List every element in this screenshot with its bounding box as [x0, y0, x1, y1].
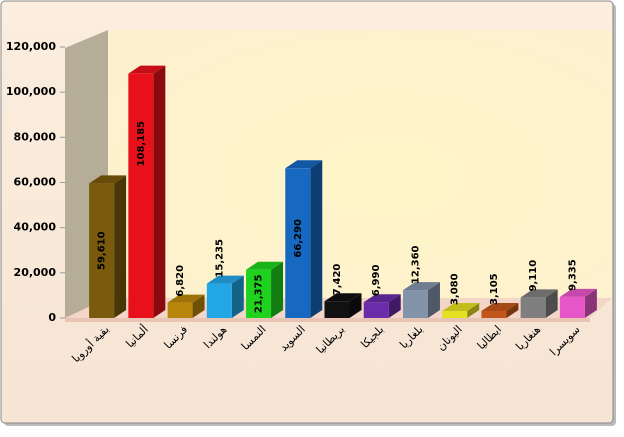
floor-edge — [65, 318, 590, 322]
bar-top — [285, 160, 323, 169]
bar — [285, 168, 311, 318]
bar — [246, 269, 272, 318]
bar-side — [349, 293, 362, 318]
y-tick-label: 20,000 — [14, 266, 57, 279]
bar-top — [520, 289, 558, 298]
back-wall — [108, 30, 612, 298]
bar-side — [271, 261, 284, 318]
bar-side — [114, 175, 127, 318]
bar-top — [559, 288, 597, 297]
bar-side — [153, 65, 166, 318]
bar-side — [545, 289, 558, 318]
bar — [167, 302, 193, 318]
value-label: 108,185 — [136, 121, 147, 167]
bar — [402, 290, 428, 318]
y-tick-label: 80,000 — [14, 130, 57, 143]
value-label: 9,335 — [567, 259, 578, 291]
y-tick-label: 60,000 — [14, 176, 57, 189]
bar-top — [442, 303, 480, 312]
bar — [481, 310, 507, 318]
bar-top — [89, 175, 127, 184]
value-label: 12,360 — [410, 245, 421, 284]
value-label: 3,105 — [489, 273, 500, 305]
bar — [128, 73, 154, 318]
value-label: 6,820 — [175, 265, 186, 297]
bar — [442, 311, 468, 318]
value-label: 9,110 — [528, 260, 539, 292]
bar-side — [231, 275, 244, 318]
bar-side — [506, 302, 519, 318]
bar-side — [427, 282, 440, 318]
bar-top — [128, 65, 166, 74]
bar-side — [388, 294, 401, 318]
bar — [520, 297, 546, 318]
bar-top — [206, 275, 244, 284]
bar-side — [192, 294, 205, 318]
bar — [559, 296, 585, 318]
bar — [206, 283, 232, 318]
y-tick-label: 100,000 — [6, 85, 56, 98]
bar-top — [481, 302, 519, 311]
bar-top — [246, 261, 284, 270]
y-tick-label: 120,000 — [6, 40, 56, 53]
y-tick-label: 0 — [48, 311, 56, 324]
bar — [324, 301, 350, 318]
bar — [363, 302, 389, 318]
bar-top — [324, 293, 362, 302]
value-label: 15,235 — [214, 239, 225, 278]
bar-side — [467, 303, 480, 318]
bar-side — [584, 288, 597, 318]
bar-top — [402, 282, 440, 291]
bar-top — [167, 294, 205, 303]
bar — [89, 183, 115, 318]
value-label: 3,080 — [450, 273, 461, 305]
value-label: 66,290 — [293, 219, 304, 258]
y-tick-label: 40,000 — [14, 221, 57, 234]
value-label: 7,420 — [332, 264, 343, 296]
value-label: 59,610 — [97, 231, 108, 270]
bar-side — [310, 160, 323, 318]
value-label: 6,990 — [371, 265, 382, 297]
bar-top — [363, 294, 401, 303]
value-label: 21,375 — [254, 275, 265, 314]
